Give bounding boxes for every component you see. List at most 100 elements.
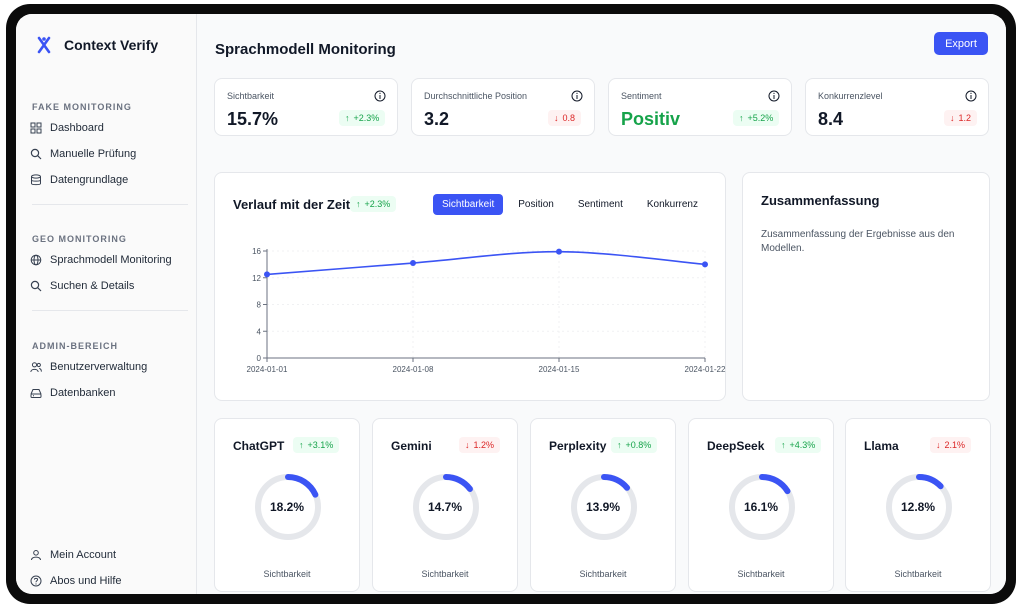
sidebar-item-sprachmodell-monitoring[interactable]: Sprachmodell Monitoring [30,254,172,266]
logo-icon [37,36,51,54]
sidebar-item-label: Mein Account [50,549,117,561]
change-badge: ↓ 2.1% [930,437,972,453]
sidebar-item-label: Datengrundlage [50,174,129,186]
sidebar-item-label: Dashboard [50,122,104,134]
gauge-arc [255,474,321,540]
brand[interactable]: Context Verify [36,36,158,54]
globe-icon [30,254,42,266]
y-tick-label: 12 [252,274,261,283]
data-point [556,248,562,255]
export-button[interactable]: Export [934,32,988,55]
model-card-llama: Llama ↓ 2.1% 12.8% Sichtbarkeit [845,418,991,592]
arrow-up-icon: ↑ [739,113,744,123]
gauge-value: 16.1% [743,500,779,514]
sidebar-item-benutzerverwaltung[interactable]: Benutzerverwaltung [30,361,147,373]
sidebar: Context Verify FAKE MONITORING Dashboard… [16,14,197,594]
gauge-value: 18.2% [269,500,305,514]
model-name: Gemini [391,439,432,453]
summary-title: Zusammenfassung [761,193,880,208]
sidebar-divider [32,310,188,311]
info-icon[interactable] [965,90,977,102]
model-card-chatgpt: ChatGPT ↑ +3.1% 18.2% Sichtbarkeit [214,418,360,592]
kpi-card-sentiment: Sentiment Positiv ↑ +5.2% [608,78,792,136]
line-chart: 0 4 8 12 16 2024-01-01 2024-01-08 2024-01-15 202… [247,247,726,374]
change-badge: ↑ +2.3% [339,110,386,126]
kpi-value: Positiv [621,109,681,129]
donut-gauge [729,474,795,540]
app-window: Context Verify FAKE MONITORING Dashboard… [16,14,1006,594]
change-badge: ↑ +3.1% [293,437,340,453]
change-badge: ↑ +0.8% [611,437,658,453]
gauge-arc [729,474,795,540]
section-title-geo-monitoring: GEO MONITORING [32,234,127,244]
info-icon[interactable] [374,90,386,102]
grid-icon [30,122,42,134]
y-tick-label: 8 [257,301,262,310]
info-icon[interactable] [571,90,583,102]
metric-label: Sichtbarkeit [737,569,785,579]
summary-card: Zusammenfassung Zusammenfassung der Erge… [742,172,990,401]
model-name: ChatGPT [233,439,285,453]
kpi-label: Sentiment [621,91,662,101]
data-point [702,261,708,268]
users-icon [30,362,42,373]
data-point [410,260,416,267]
kpi-label: Durchschnittliche Position [424,91,528,101]
sidebar-item-datengrundlage[interactable]: Datengrundlage [30,174,128,186]
sidebar-item-manuelle-pruefung[interactable]: Manuelle Prüfung [30,148,136,160]
kpi-card-position: Durchschnittliche Position 3.2 ↓ 0.8 [411,78,595,136]
data-point [264,271,270,278]
kpi-card-sichtbarkeit: Sichtbarkeit 15.7% ↑ +2.3% [214,78,398,136]
user-icon [31,550,41,561]
sidebar-item-label: Sprachmodell Monitoring [50,254,172,266]
sidebar-item-suchen-details[interactable]: Suchen & Details [30,280,134,292]
arrow-down-icon: ↓ [465,440,470,450]
database-icon [31,174,41,186]
model-card-gemini: Gemini ↓ 1.2% 14.7% Sichtbarkeit [372,418,518,592]
sidebar-item-label: Manuelle Prüfung [50,148,137,160]
app-name: Context Verify [64,37,159,53]
chart-card: Verlauf mit der Zeit ↑ +2.3% Sichtbarkeit… [214,172,726,401]
arrow-up-icon: ↑ [617,440,622,450]
arrow-down-icon: ↓ [936,440,941,450]
sidebar-item-abos-hilfe[interactable]: Abos und Hilfe [30,575,122,587]
change-badge: ↓ 1.2% [459,437,501,453]
arrow-up-icon: ↑ [781,440,786,450]
change-badge: ↑ +4.3% [775,437,822,453]
model-name: Perplexity [549,439,607,453]
info-icon[interactable] [768,90,780,102]
y-tick-label: 4 [257,327,262,336]
tab-sentiment[interactable]: Sentiment [577,199,623,210]
change-badge: ↑ +5.2% [733,110,780,126]
sidebar-item-datenbanken[interactable]: Datenbanken [30,387,115,399]
metric-label: Sichtbarkeit [894,569,942,579]
section-title-fake-monitoring: FAKE MONITORING [32,102,132,112]
gauge-value: 13.9% [585,500,621,514]
sidebar-item-label: Datenbanken [50,387,116,399]
search-icon [30,148,42,160]
kpi-value: 3.2 [424,109,450,129]
tab-konkurrenz[interactable]: Konkurrenz [646,199,698,210]
change-badge: ↓ 0.8 [548,110,582,126]
sidebar-divider [32,204,188,205]
sidebar-item-dashboard[interactable]: Dashboard [30,122,104,134]
kpi-card-konkurrenzlevel: Konkurrenzlevel 8.4 ↓ 1.2 [805,78,989,136]
gauge-arc [571,474,637,540]
tab-sichtbarkeit[interactable]: Sichtbarkeit [433,194,504,215]
tab-position[interactable]: Position [518,199,554,210]
arrow-down-icon: ↓ [950,113,955,123]
model-name: Llama [864,439,899,453]
sidebar-item-mein-account[interactable]: Mein Account [30,549,116,561]
y-tick-label: 16 [252,247,261,256]
model-name: DeepSeek [707,439,765,453]
x-tick-label: 2024-01-08 [393,365,434,374]
kpi-label: Sichtbarkeit [227,91,275,101]
sidebar-item-label: Suchen & Details [50,280,135,292]
chart-tabs: Sichtbarkeit Position Sentiment Konkurre… [433,194,707,215]
kpi-label: Konkurrenzlevel [818,91,883,101]
model-card-perplexity: Perplexity ↑ +0.8% 13.9% Sichtbarkeit [530,418,676,592]
device-frame: Context Verify FAKE MONITORING Dashboard… [6,4,1016,604]
arrow-down-icon: ↓ [554,113,559,123]
main-content: Sprachmodell Monitoring Export Sichtbark… [197,14,1006,594]
arrow-up-icon: ↑ [299,440,304,450]
